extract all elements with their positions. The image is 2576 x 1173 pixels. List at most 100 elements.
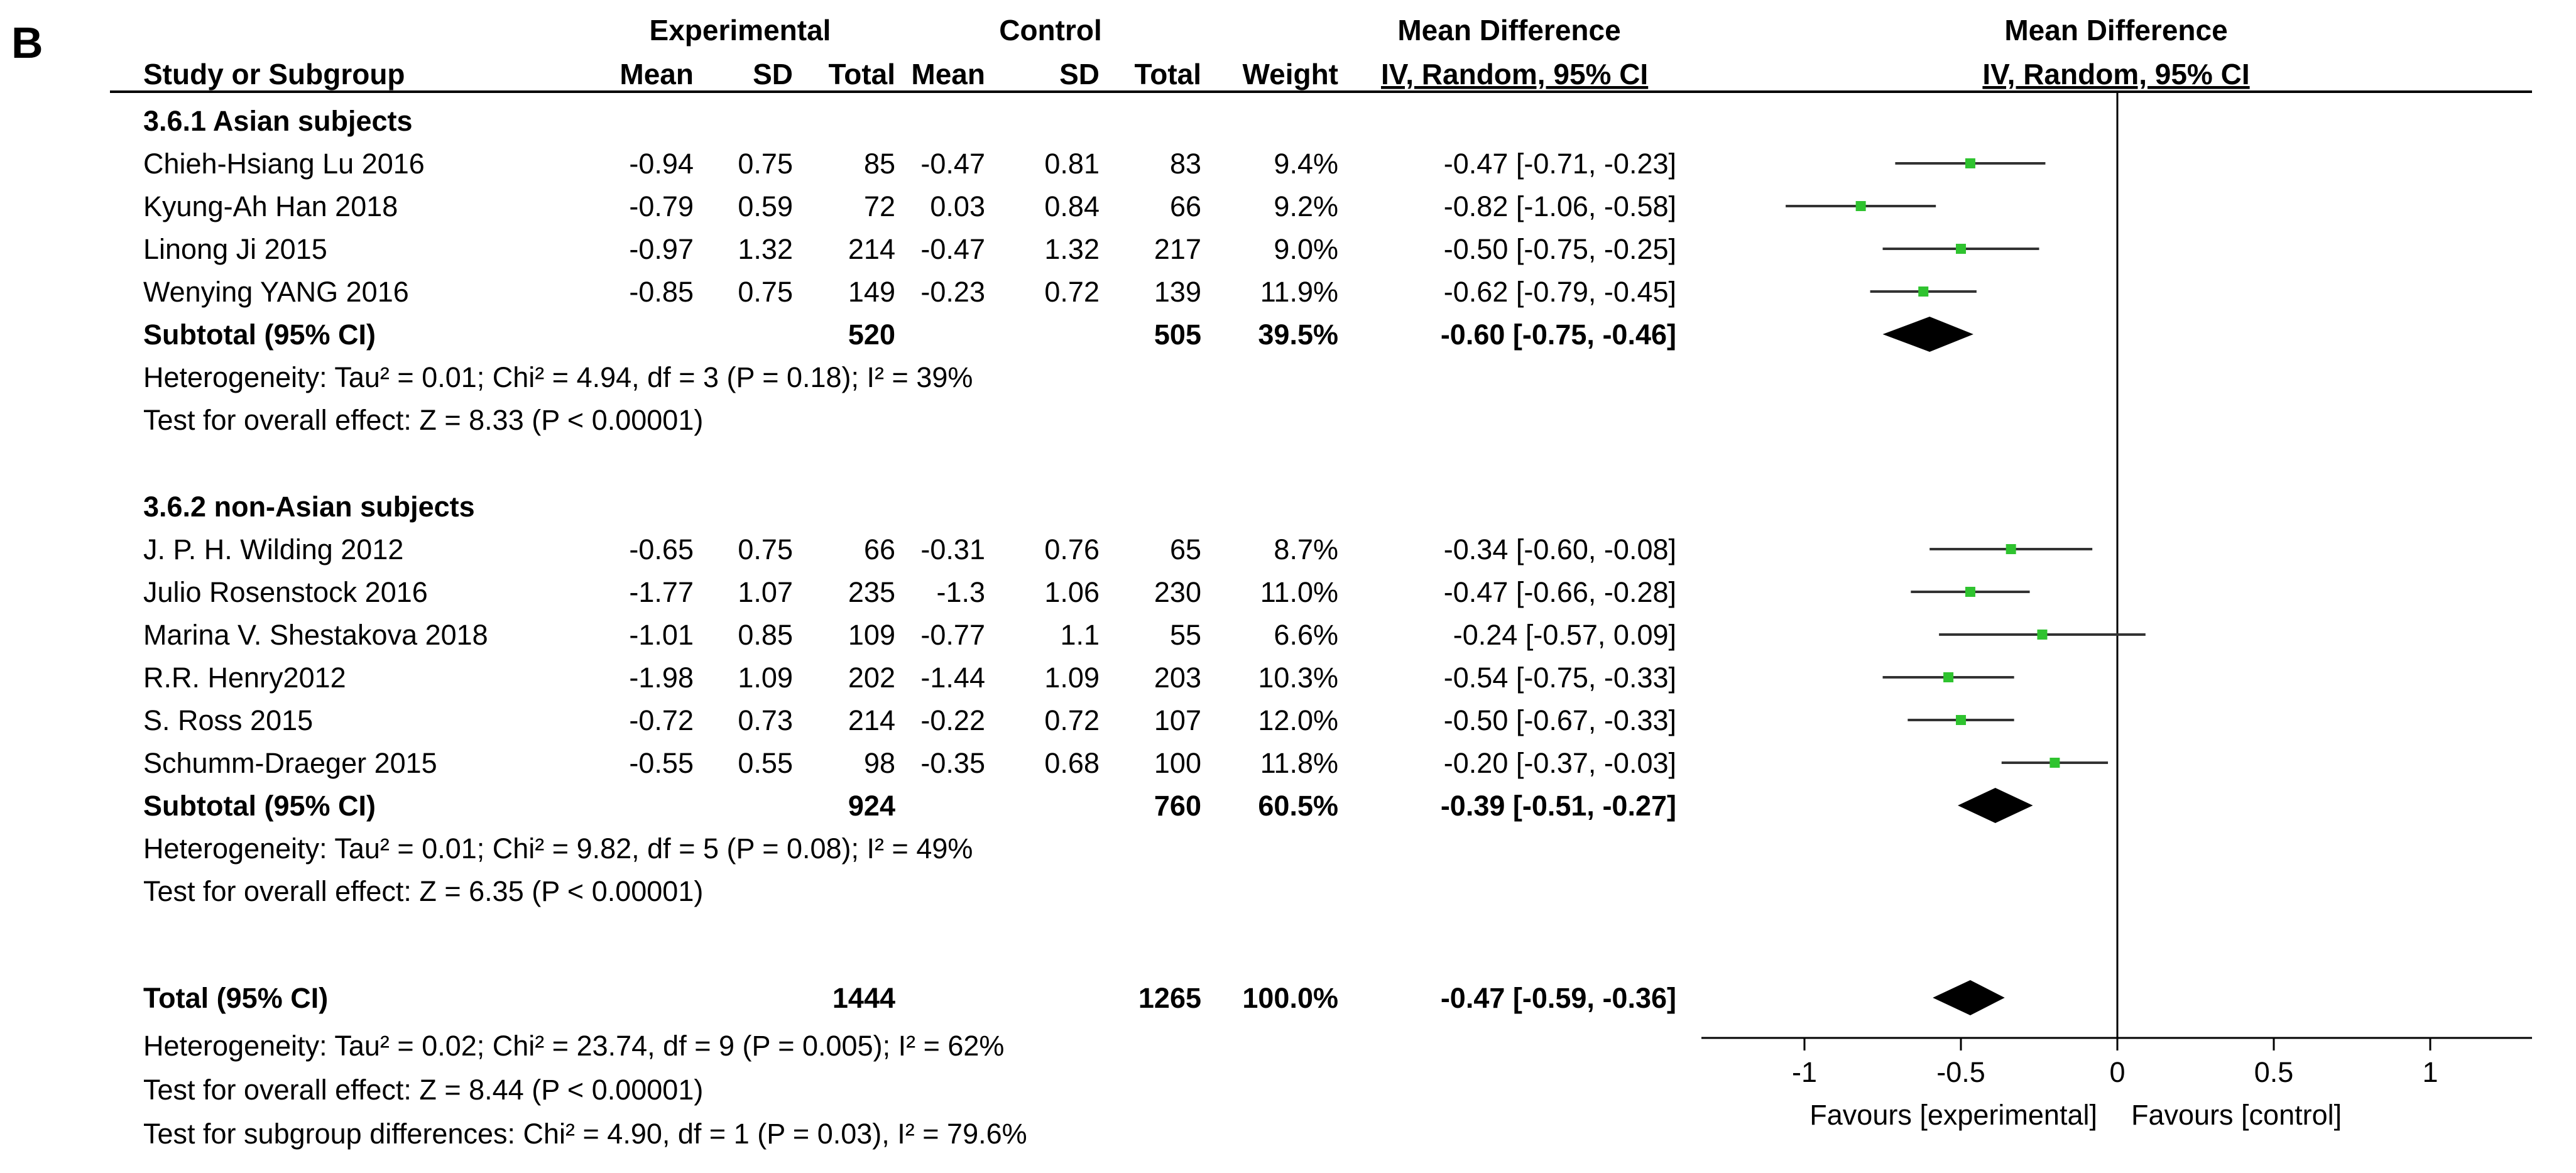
study-e-sd: 1.09 [738, 662, 793, 694]
header-experimental: Experimental [650, 14, 831, 46]
study-point [1965, 587, 1975, 597]
study-name: Kyung-Ah Han 2018 [143, 190, 398, 222]
study-ci-text: -0.54 [-0.75, -0.33] [1444, 662, 1676, 694]
header-c-total: Total [1135, 58, 1201, 90]
study-ci-text: -0.34 [-0.60, -0.08] [1444, 533, 1676, 565]
study-ci-text: -0.20 [-0.37, -0.03] [1444, 747, 1676, 779]
subtotal-ci: -0.60 [-0.75, -0.46] [1441, 319, 1676, 351]
study-c-mean: -0.47 [920, 233, 985, 265]
study-point [1956, 244, 1966, 254]
study-c-total: 230 [1154, 576, 1201, 608]
study-e-sd: 0.85 [738, 619, 793, 651]
total-e-total: 1444 [832, 982, 895, 1014]
study-e-mean: -1.98 [629, 662, 694, 694]
total-heterogeneity-text: Heterogeneity: Tau² = 0.02; Chi² = 23.74… [143, 1030, 1004, 1062]
header-plot-ci: IV, Random, 95% CI [1982, 58, 2249, 90]
heterogeneity-text: Heterogeneity: Tau² = 0.01; Chi² = 9.82,… [143, 832, 973, 865]
study-ci-text: -0.50 [-0.67, -0.33] [1444, 704, 1676, 736]
subtotal-diamond [1882, 317, 1973, 352]
study-ci-text: -0.50 [-0.75, -0.25] [1444, 233, 1676, 265]
x-tick-label: 0.5 [2254, 1056, 2294, 1088]
study-ci-text: -0.24 [-0.57, 0.09] [1453, 619, 1676, 651]
study-c-total: 107 [1154, 704, 1201, 736]
study-e-total: 98 [864, 747, 895, 779]
study-e-sd: 0.55 [738, 747, 793, 779]
study-e-total: 235 [848, 576, 895, 608]
study-e-total: 72 [864, 190, 895, 222]
study-e-mean: -0.79 [629, 190, 694, 222]
study-c-sd: 1.1 [1060, 619, 1100, 651]
subgroup-differences-text: Test for subgroup differences: Chi² = 4.… [143, 1118, 1027, 1150]
study-point [2006, 544, 2016, 554]
study-c-mean: -0.35 [920, 747, 985, 779]
study-c-mean: -1.3 [936, 576, 985, 608]
study-c-sd: 0.81 [1044, 148, 1100, 180]
study-e-mean: -0.85 [629, 276, 694, 308]
study-point [2037, 630, 2048, 640]
header-e-mean: Mean [619, 58, 694, 90]
study-e-sd: 0.59 [738, 190, 793, 222]
heterogeneity-text: Heterogeneity: Tau² = 0.01; Chi² = 4.94,… [143, 361, 973, 393]
study-e-total: 85 [864, 148, 895, 180]
subtotal-label: Subtotal (95% CI) [143, 319, 376, 351]
x-tick-label: -0.5 [1936, 1056, 1985, 1088]
study-c-sd: 0.68 [1044, 747, 1100, 779]
header-ci: IV, Random, 95% CI [1381, 58, 1648, 90]
study-c-mean: -0.47 [920, 148, 985, 180]
study-weight: 6.6% [1274, 619, 1338, 651]
study-c-sd: 1.32 [1044, 233, 1100, 265]
study-name: R.R. Henry2012 [143, 662, 346, 694]
subtotal-diamond [1958, 788, 2033, 823]
study-point [1855, 201, 1866, 211]
favours-experimental-label: Favours [experimental] [1809, 1099, 2097, 1131]
total-label: Total (95% CI) [143, 982, 328, 1014]
study-c-mean: -0.31 [920, 533, 985, 565]
overall-effect-text: Test for overall effect: Z = 6.35 (P < 0… [143, 875, 703, 907]
study-weight: 11.0% [1260, 576, 1338, 608]
study-c-total: 66 [1170, 190, 1201, 222]
study-e-mean: -0.55 [629, 747, 694, 779]
study-point [1956, 715, 1966, 725]
subtotal-c-total: 505 [1154, 319, 1201, 351]
study-e-total: 109 [848, 619, 895, 651]
study-c-total: 203 [1154, 662, 1201, 694]
study-ci-text: -0.82 [-1.06, -0.58] [1444, 190, 1676, 222]
study-c-sd: 1.09 [1044, 662, 1100, 694]
study-c-mean: -0.22 [920, 704, 985, 736]
study-weight: 8.7% [1274, 533, 1338, 565]
total-diamond [1933, 980, 2005, 1015]
study-e-mean: -0.65 [629, 533, 694, 565]
subtotal-c-total: 760 [1154, 790, 1201, 822]
study-c-sd: 0.76 [1044, 533, 1100, 565]
overall-effect-text: Test for overall effect: Z = 8.33 (P < 0… [143, 404, 703, 436]
study-c-sd: 1.06 [1044, 576, 1100, 608]
study-weight: 9.0% [1274, 233, 1338, 265]
header-e-total: Total [829, 58, 895, 90]
x-tick-label: 1 [2422, 1056, 2438, 1088]
header-control: Control [999, 14, 1102, 46]
study-e-sd: 0.75 [738, 276, 793, 308]
study-c-total: 139 [1154, 276, 1201, 308]
study-weight: 9.2% [1274, 190, 1338, 222]
study-e-sd: 1.32 [738, 233, 793, 265]
header-c-sd: SD [1059, 58, 1100, 90]
study-name: Marina V. Shestakova 2018 [143, 619, 488, 651]
study-e-mean: -1.77 [629, 576, 694, 608]
study-name: S. Ross 2015 [143, 704, 313, 736]
header-mean-difference: Mean Difference [1397, 14, 1620, 46]
study-e-mean: -0.97 [629, 233, 694, 265]
study-name: Julio Rosenstock 2016 [143, 576, 428, 608]
total-c-total: 1265 [1138, 982, 1201, 1014]
study-c-sd: 0.72 [1044, 276, 1100, 308]
study-point [1965, 158, 1975, 168]
header-plot-mean-difference: Mean Difference [2004, 14, 2227, 46]
study-e-total: 214 [848, 704, 895, 736]
study-name: Wenying YANG 2016 [143, 276, 409, 308]
study-e-total: 202 [848, 662, 895, 694]
study-weight: 9.4% [1274, 148, 1338, 180]
study-c-sd: 0.84 [1044, 190, 1100, 222]
subtotal-weight: 39.5% [1258, 319, 1338, 351]
study-c-total: 100 [1154, 747, 1201, 779]
study-c-total: 83 [1170, 148, 1201, 180]
